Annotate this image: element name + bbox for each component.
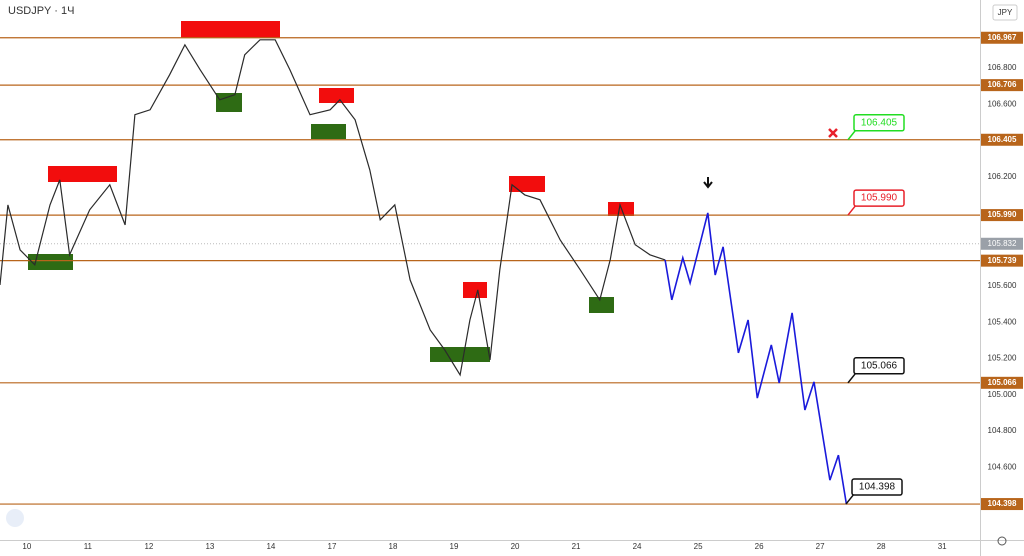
x-tick-label: 10 xyxy=(22,542,31,551)
x-tick-label: 12 xyxy=(144,542,153,551)
level-label-box xyxy=(981,79,1023,92)
x-tick-label: 26 xyxy=(755,542,764,551)
y-tick-label: 106.600 xyxy=(988,99,1017,108)
callout-box xyxy=(851,478,903,496)
x-tick-label: 18 xyxy=(389,542,398,551)
level-label: 104.398 xyxy=(988,499,1017,508)
callout-label: 104.398 xyxy=(859,482,896,493)
level-label-box xyxy=(981,498,1023,511)
callout-label: 105.066 xyxy=(861,360,898,371)
callout-pointer xyxy=(845,493,855,505)
demand-zone xyxy=(311,124,346,139)
level-label-box xyxy=(981,254,1023,267)
x-tick-label: 13 xyxy=(205,542,214,551)
x-tick-label: 21 xyxy=(572,542,581,551)
level-label-box xyxy=(981,376,1023,389)
x-tick-label: 20 xyxy=(511,542,520,551)
settings-icon[interactable] xyxy=(997,536,1007,546)
x-tick-label: 14 xyxy=(266,542,275,551)
level-label-box xyxy=(981,133,1023,146)
y-tick-label: 106.200 xyxy=(988,172,1017,181)
level-label: 106.967 xyxy=(988,33,1017,42)
callout-label: 105.990 xyxy=(861,193,898,204)
callout-label: 106.405 xyxy=(861,117,898,128)
supply-zone xyxy=(181,21,280,38)
y-tick-label: 104.800 xyxy=(988,426,1017,435)
x-tick-label: 31 xyxy=(938,542,947,551)
level-label-box xyxy=(981,31,1023,44)
x-tick-label: 17 xyxy=(328,542,337,551)
price-line xyxy=(0,39,666,377)
demand-zone xyxy=(589,297,614,313)
supply-zone xyxy=(463,282,487,298)
x-tick-label: 25 xyxy=(694,542,703,551)
projection-line xyxy=(664,212,848,505)
x-tick-label: 19 xyxy=(450,542,459,551)
x-tick-label: 24 xyxy=(633,542,642,551)
level-label: 106.405 xyxy=(988,135,1017,144)
callout-box xyxy=(853,189,905,207)
last-price-box xyxy=(981,237,1023,250)
supply-zone xyxy=(48,166,117,182)
demand-zone xyxy=(28,254,73,270)
y-tick-label: 105.400 xyxy=(988,317,1017,326)
demand-zone xyxy=(430,347,490,362)
level-label: 105.990 xyxy=(988,210,1017,219)
level-label: 106.706 xyxy=(988,80,1017,89)
x-tick-label: 28 xyxy=(877,542,886,551)
level-label: 105.066 xyxy=(988,378,1017,387)
callout-box xyxy=(853,114,905,132)
callout-pointer xyxy=(847,372,857,384)
y-tick-label: 106.800 xyxy=(988,63,1017,72)
x-tick-label: 11 xyxy=(84,542,93,551)
last-price-label: 105.832 xyxy=(988,239,1017,248)
supply-zone xyxy=(319,88,354,103)
callout-pointer xyxy=(847,129,857,141)
level-label: 105.739 xyxy=(988,256,1017,265)
y-tick-label: 105.200 xyxy=(988,354,1017,363)
y-tick-label: 105.600 xyxy=(988,281,1017,290)
cross-marker xyxy=(828,128,838,138)
y-tick-label: 105.000 xyxy=(988,390,1017,399)
y-tick-label: 104.600 xyxy=(988,463,1017,472)
supply-zone xyxy=(509,176,545,192)
demand-zone xyxy=(216,93,242,112)
currency-box xyxy=(992,4,1018,21)
down-arrow xyxy=(703,177,713,189)
x-tick-label: 27 xyxy=(816,542,825,551)
currency: JPY xyxy=(998,8,1013,17)
callout-pointer xyxy=(847,204,857,216)
level-label-box xyxy=(981,209,1023,222)
callout-box xyxy=(853,357,905,375)
chart-title: USDJPY · 1Ч xyxy=(8,5,74,17)
logo xyxy=(6,509,24,527)
